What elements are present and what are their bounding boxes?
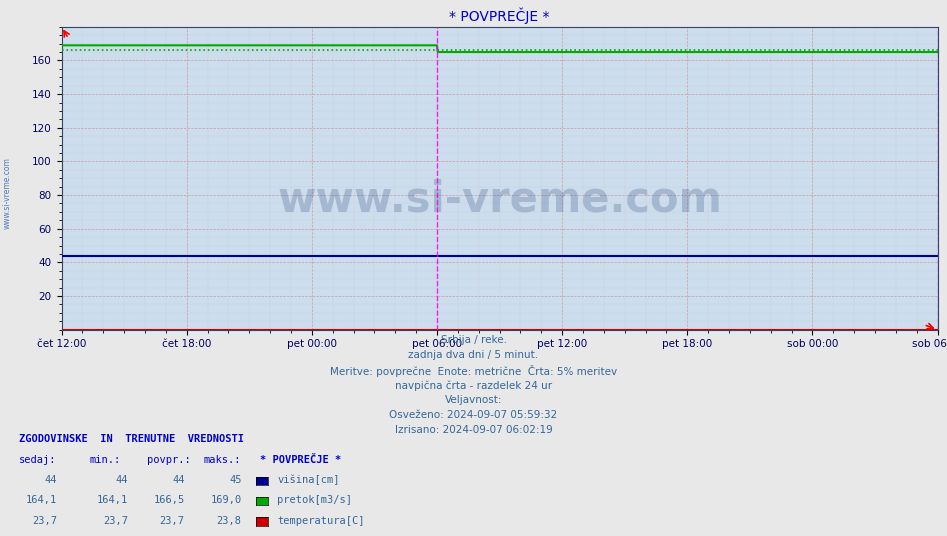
Text: pretok[m3/s]: pretok[m3/s] [277,495,352,505]
Text: 164,1: 164,1 [97,495,128,505]
Text: temperatura[C]: temperatura[C] [277,516,365,526]
Text: 166,5: 166,5 [153,495,185,505]
Text: 23,8: 23,8 [217,516,241,526]
Text: 23,7: 23,7 [32,516,57,526]
Text: 44: 44 [116,475,128,485]
Text: 169,0: 169,0 [210,495,241,505]
Text: višina[cm]: višina[cm] [277,474,340,485]
Text: Meritve: povprečne  Enote: metrične  Črta: 5% meritev: Meritve: povprečne Enote: metrične Črta:… [330,365,617,377]
Text: ZGODOVINSKE  IN  TRENUTNE  VREDNOSTI: ZGODOVINSKE IN TRENUTNE VREDNOSTI [19,434,244,444]
Text: Osveženo: 2024-09-07 05:59:32: Osveženo: 2024-09-07 05:59:32 [389,410,558,420]
Text: www.si-vreme.com: www.si-vreme.com [3,157,12,229]
Text: 164,1: 164,1 [26,495,57,505]
Text: zadnja dva dni / 5 minut.: zadnja dva dni / 5 minut. [408,350,539,360]
Title: * POVPREČJE *: * POVPREČJE * [449,8,550,24]
Text: Srbija / reke.: Srbija / reke. [440,335,507,345]
Text: navpična črta - razdelek 24 ur: navpična črta - razdelek 24 ur [395,380,552,391]
Text: 23,7: 23,7 [160,516,185,526]
Text: 44: 44 [172,475,185,485]
Text: 23,7: 23,7 [103,516,128,526]
Text: www.si-vreme.com: www.si-vreme.com [277,178,722,220]
Text: 45: 45 [229,475,241,485]
Text: min.:: min.: [90,455,121,465]
Text: maks.:: maks.: [204,455,241,465]
Text: Izrisano: 2024-09-07 06:02:19: Izrisano: 2024-09-07 06:02:19 [395,425,552,435]
Text: povpr.:: povpr.: [147,455,190,465]
Text: 44: 44 [45,475,57,485]
Text: Veljavnost:: Veljavnost: [445,395,502,405]
Text: sedaj:: sedaj: [19,455,57,465]
Text: * POVPREČJE *: * POVPREČJE * [260,455,342,465]
